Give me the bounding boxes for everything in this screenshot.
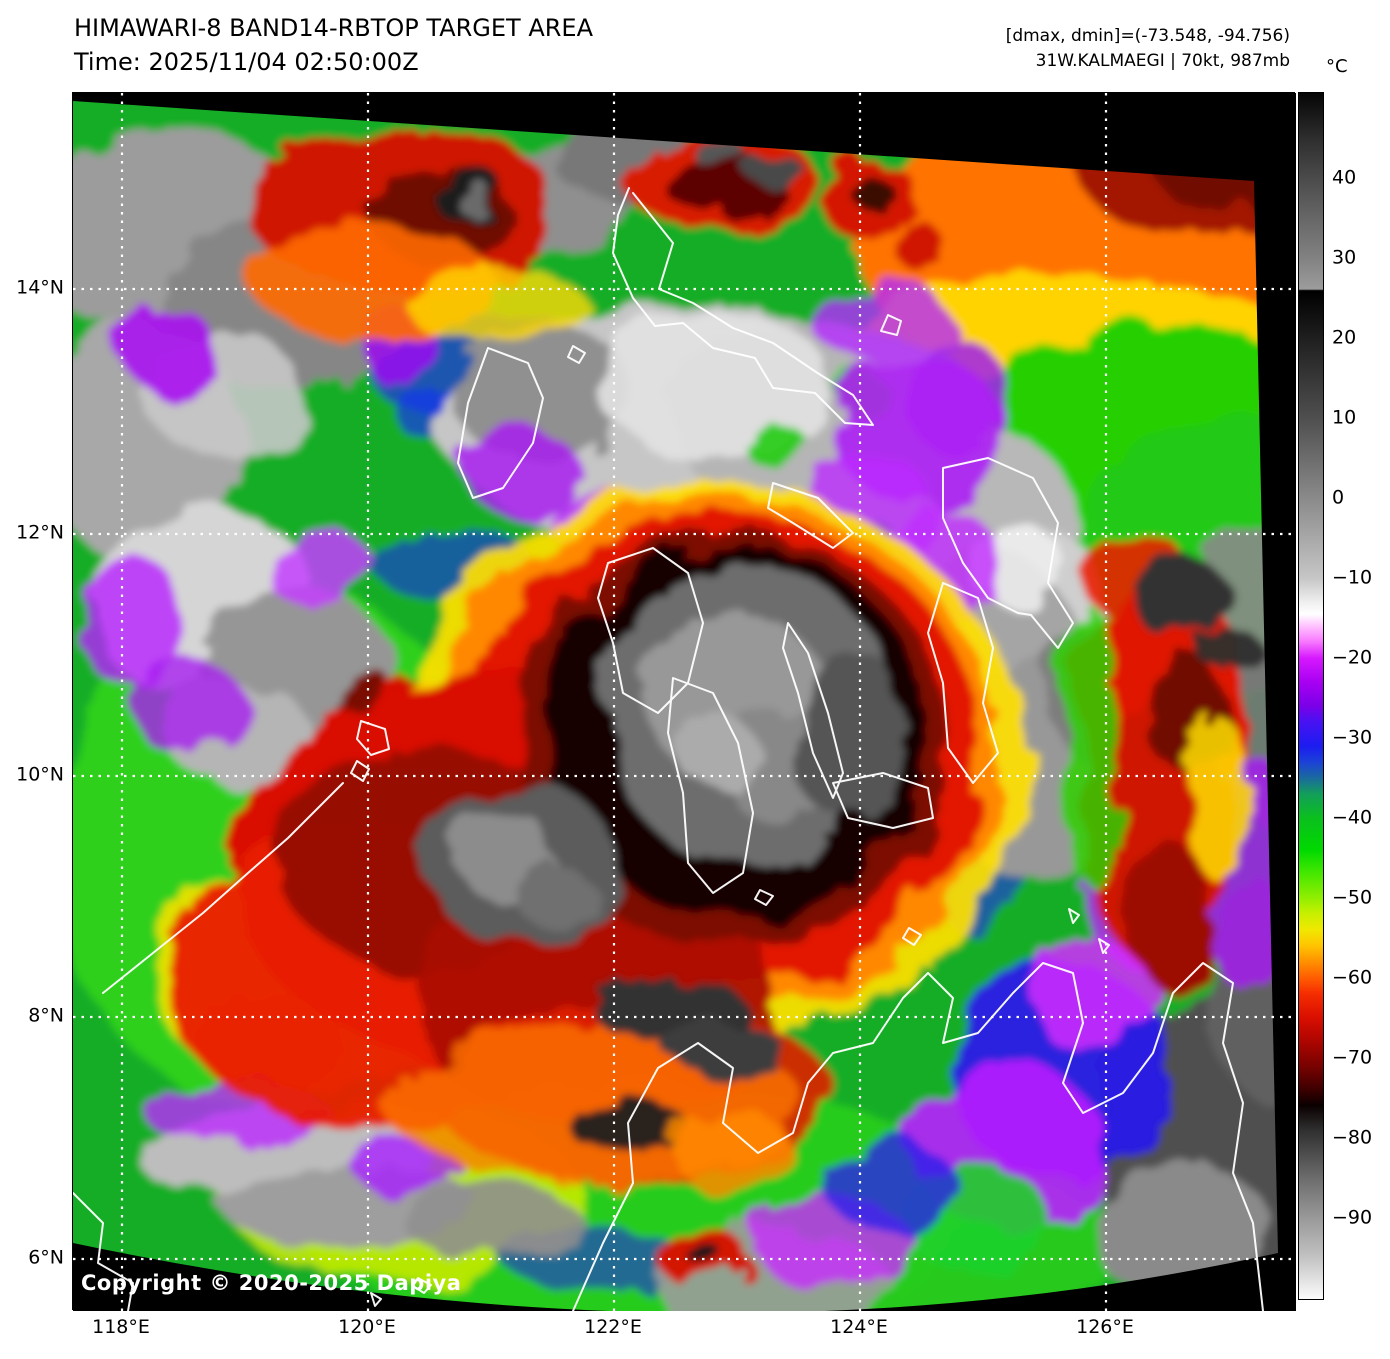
colorbar-tick-label: 30 xyxy=(1332,246,1357,269)
dmax-dmin-readout: [dmax, dmin]=(-73.548, -94.756) xyxy=(1005,26,1290,46)
storm-info-readout: 31W.KALMAEGI | 70kt, 987mb xyxy=(1035,51,1290,71)
x-axis-tick-label: 120°E xyxy=(338,1316,396,1338)
time-subtitle: Time: 2025/11/04 02:50:00Z xyxy=(74,48,419,76)
coastlines xyxy=(73,187,1264,1311)
colorbar-tick-label: −30 xyxy=(1332,726,1373,749)
colorbar-tick-label: 20 xyxy=(1332,326,1357,349)
y-axis-tick-label: 6°N xyxy=(28,1246,64,1269)
colorbar-tick-label: 10 xyxy=(1332,406,1357,429)
colorbar-tick-label: −40 xyxy=(1332,806,1373,829)
page-title: HIMAWARI-8 BAND14-RBTOP TARGET AREA xyxy=(74,14,594,42)
y-axis-tick-label: 14°N xyxy=(16,276,64,299)
colorbar xyxy=(1298,92,1324,1300)
x-axis-tick-label: 118°E xyxy=(92,1316,150,1338)
colorbar-tick-label: −10 xyxy=(1332,566,1373,589)
colorbar-tick-label: −90 xyxy=(1332,1206,1373,1229)
y-axis-tick-label: 8°N xyxy=(28,1004,64,1027)
colorbar-tick-label: 0 xyxy=(1332,486,1345,509)
x-axis-tick-label: 122°E xyxy=(584,1316,642,1338)
colorbar-tick-label: 40 xyxy=(1332,166,1357,189)
y-axis-tick-label: 10°N xyxy=(16,763,64,786)
satellite-image xyxy=(73,93,1296,1311)
x-axis-tick-label: 126°E xyxy=(1076,1316,1134,1338)
y-axis-tick-label: 12°N xyxy=(16,521,64,544)
x-axis-tick-label: 124°E xyxy=(830,1316,888,1338)
colorbar-unit-label: °C xyxy=(1326,56,1348,77)
colorbar-tick-label: −70 xyxy=(1332,1046,1373,1069)
colorbar-tick-label: −60 xyxy=(1332,966,1373,989)
data-swath xyxy=(73,101,1278,1311)
colorbar-tick-label: −80 xyxy=(1332,1126,1373,1149)
colorbar-tick-label: −20 xyxy=(1332,646,1373,669)
satellite-map-panel: Copyright © 2020-2025 Dapiya xyxy=(72,92,1296,1311)
copyright-watermark: Copyright © 2020-2025 Dapiya xyxy=(81,1271,462,1295)
colorbar-tick-label: −50 xyxy=(1332,886,1373,909)
